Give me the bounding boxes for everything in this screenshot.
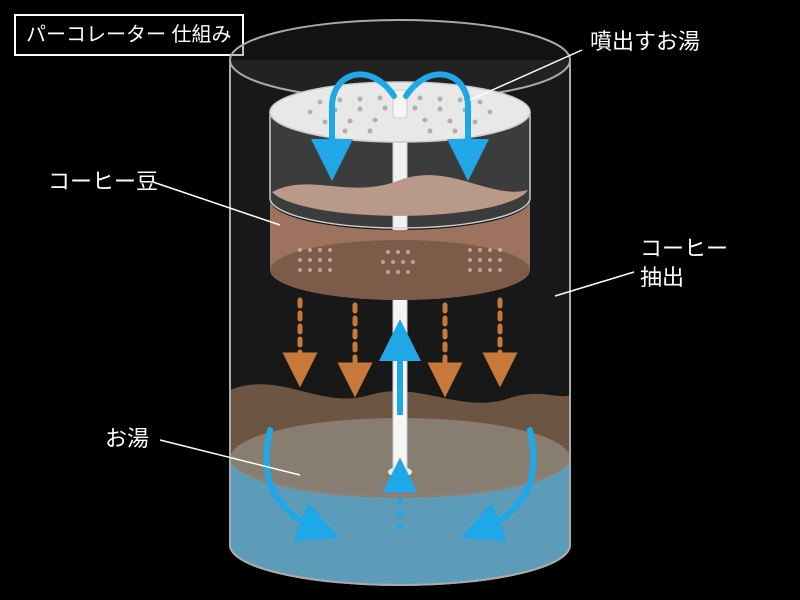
label-spouting-water: 噴出すお湯 (590, 28, 700, 57)
label-hot-water: お湯 (105, 425, 149, 454)
label-coffee-beans: コーヒー豆 (48, 168, 158, 197)
percolator-diagram (0, 0, 800, 600)
label-coffee-extract: コーヒー 抽出 (640, 235, 728, 292)
